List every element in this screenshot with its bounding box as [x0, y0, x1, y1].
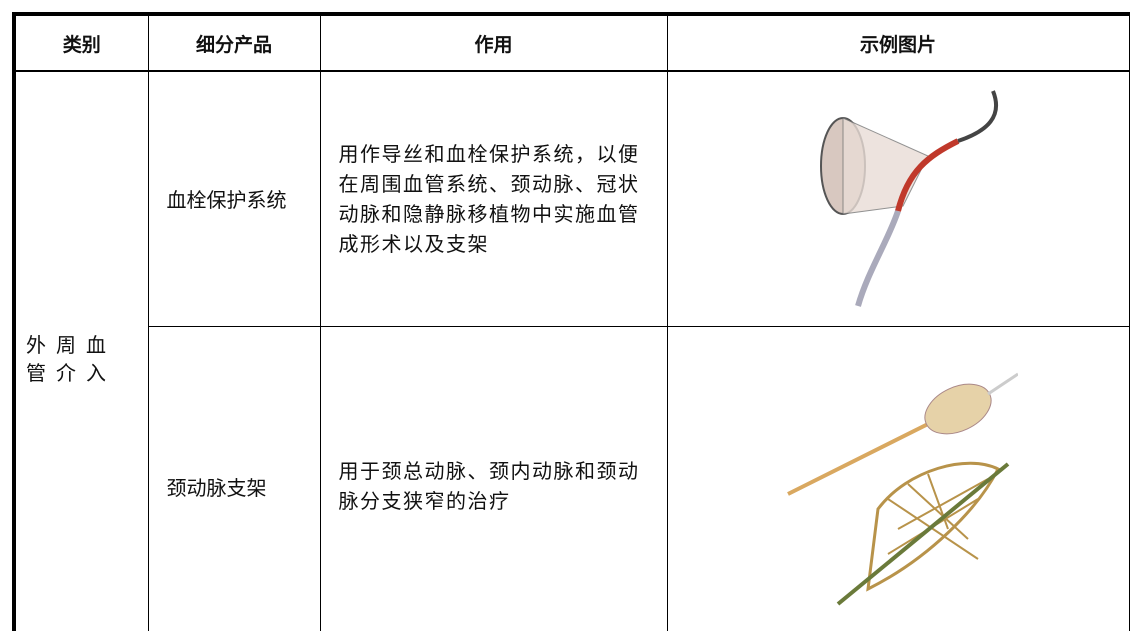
product: 颈动脉支架 — [147, 325, 321, 631]
filter-image — [820, 90, 999, 308]
header-row: 类别 细分产品 作用 示例图片 — [12, 12, 1130, 72]
category: 外周血管介入 — [26, 332, 116, 385]
image-cell — [666, 325, 1130, 631]
row: 外周血管介入 血栓保护系统 用作导丝和血栓保护系统，以便在周围血管系统、颈动脉、… — [12, 70, 1130, 631]
header-cell: 示例图片 — [666, 12, 1130, 72]
image-cell — [666, 70, 1130, 327]
product: 血栓保护系统 — [147, 70, 321, 327]
header-cell: 类别 — [12, 12, 149, 72]
header-cell: 作用 — [319, 12, 668, 72]
row: 颈动脉支架 用于颈总动脉、颈内动脉和颈动脉分支狭窄的治疗 — [14, 325, 1130, 631]
function: 用作导丝和血栓保护系统，以便在周围血管系统、颈动脉、冠状动脉和隐静脉移植物中实施… — [319, 70, 668, 327]
product-table: 类别 细分产品 作用 示例图片 外周血管介入 血栓保护系统 用作导丝和血栓保护系… — [12, 12, 1130, 631]
function: 用于颈总动脉、颈内动脉和颈动脉分支狭窄的治疗 — [319, 325, 668, 631]
header-cell: 细分产品 — [147, 12, 321, 72]
stent-image — [787, 372, 1019, 606]
category-cell: 外周血管介入 — [12, 70, 149, 631]
